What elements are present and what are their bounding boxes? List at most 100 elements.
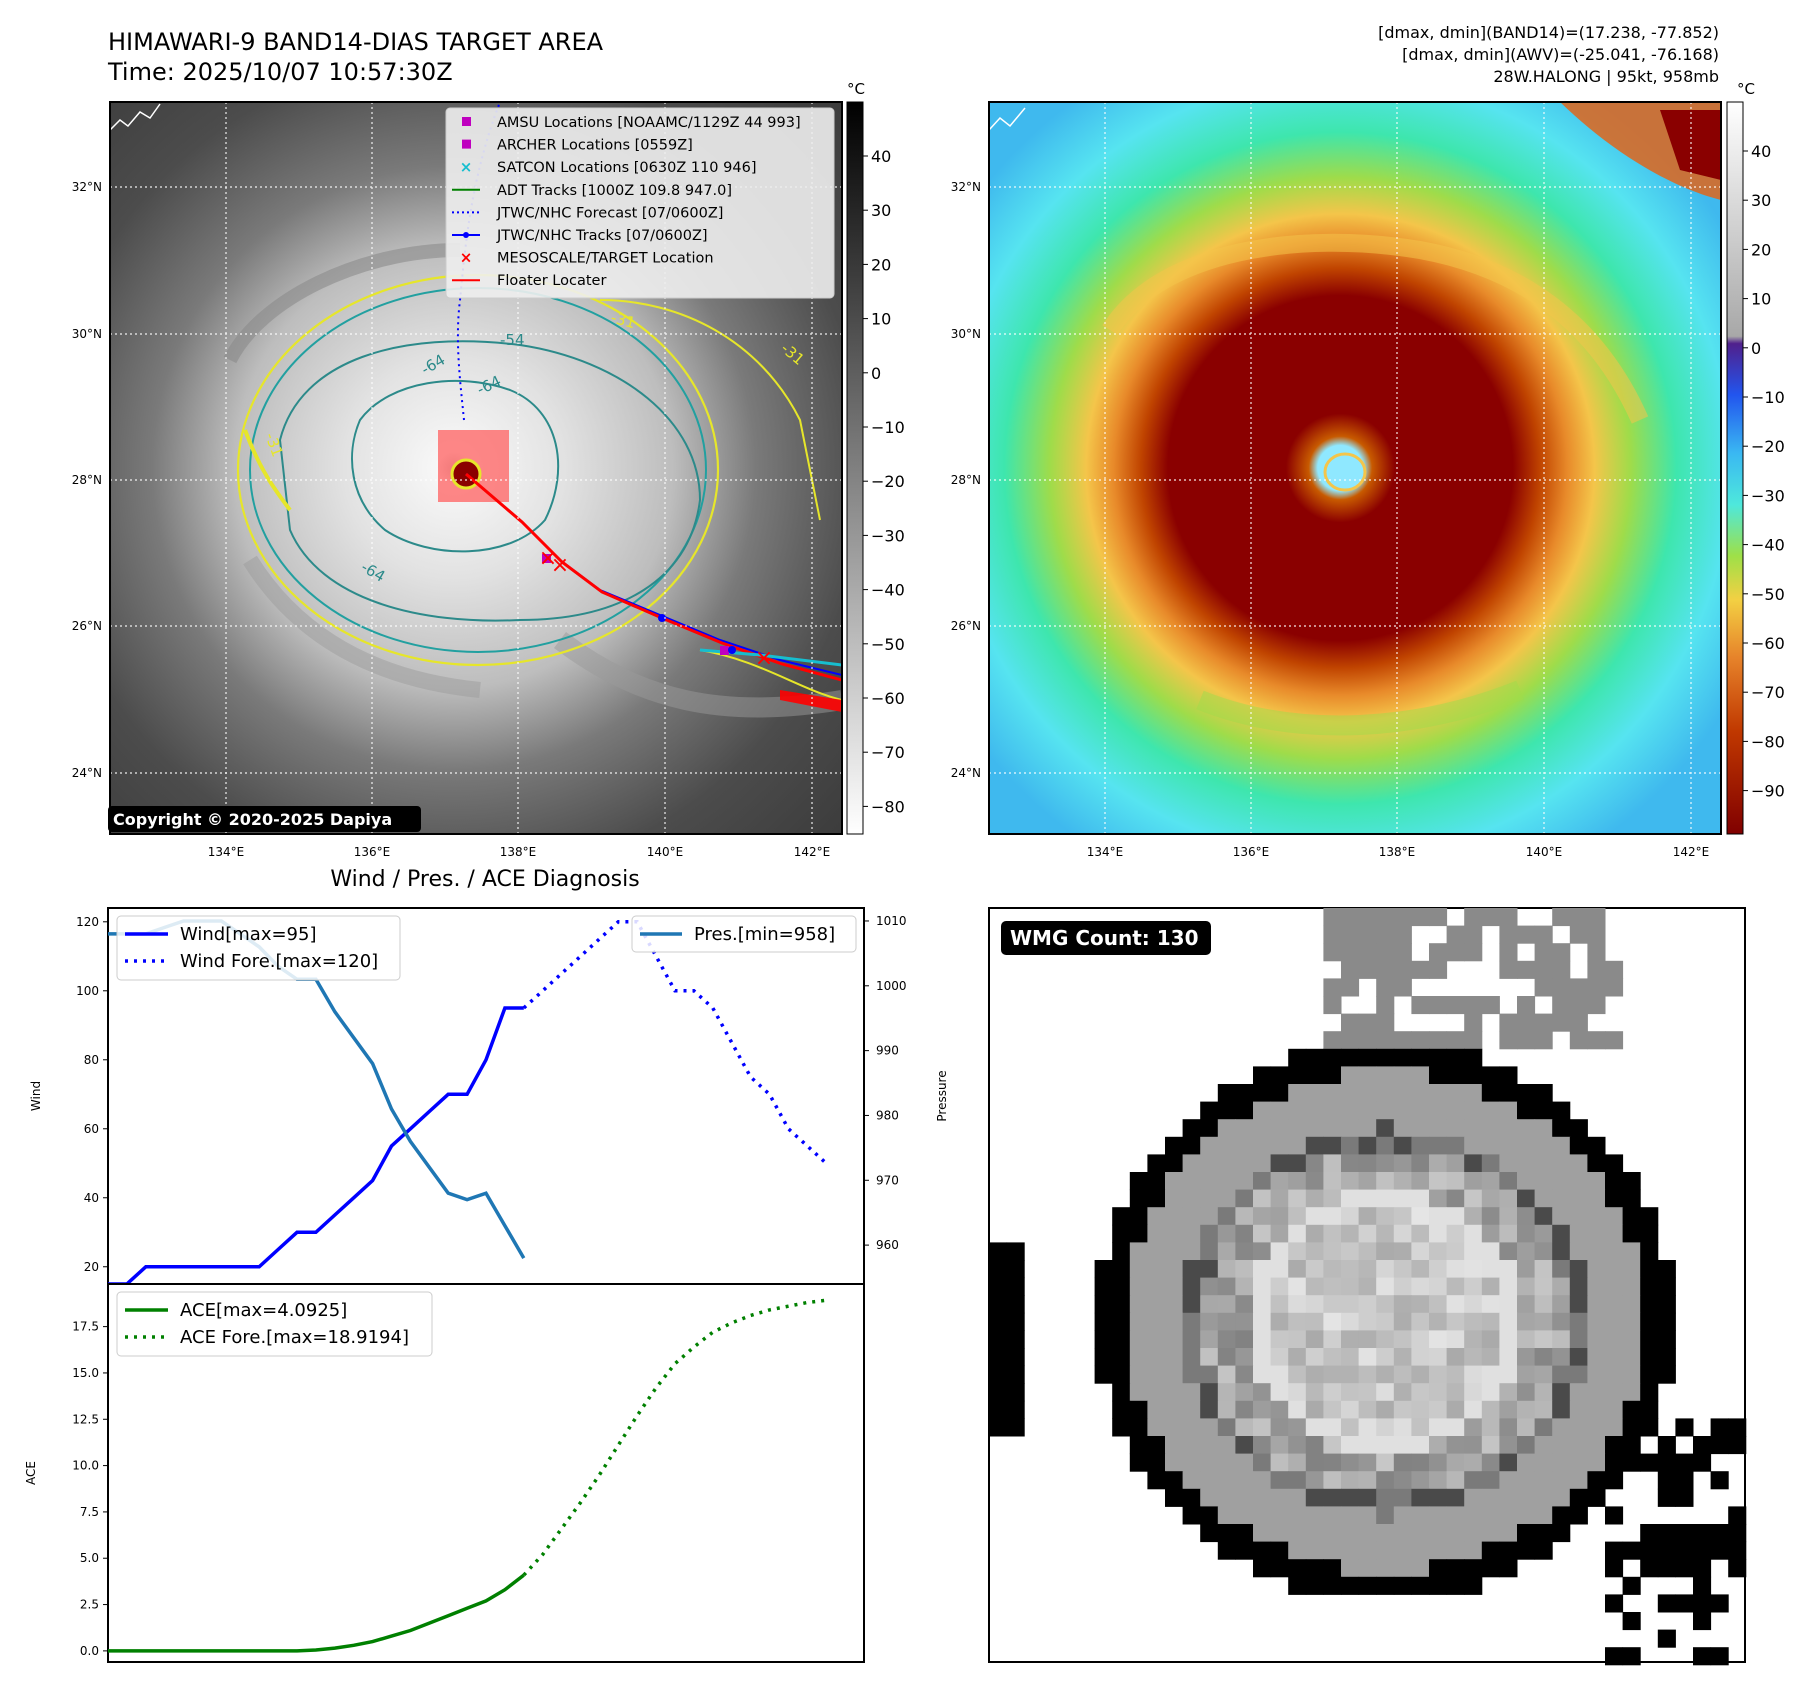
wmg-pixel	[1552, 1224, 1571, 1243]
series-line	[108, 1006, 524, 1286]
wmg-pixel	[1552, 1506, 1571, 1525]
wmg-pixel	[1499, 1471, 1518, 1490]
wmg-pixel	[1499, 1506, 1518, 1525]
wmg-pixel	[1323, 1048, 1342, 1067]
wmg-pixel	[1587, 1242, 1606, 1261]
wmg-pixel	[1587, 978, 1606, 997]
wmg-pixel	[1358, 1418, 1377, 1437]
wmg-pixel	[1358, 1330, 1377, 1349]
wmg-pixel	[1235, 1436, 1254, 1455]
wmg-pixel	[1147, 1189, 1166, 1208]
wmg-pixel	[1411, 1224, 1430, 1243]
wmg-pixel	[1411, 1400, 1430, 1419]
wmg-pixel	[1710, 1436, 1729, 1455]
wmg-pixel	[1376, 1559, 1395, 1578]
wmg-pixel	[1587, 1136, 1606, 1155]
wmg-pixel	[1217, 1295, 1236, 1314]
wmg-pixel	[1376, 960, 1395, 979]
wmg-pixel	[1094, 1365, 1113, 1384]
wmg-pixel	[1217, 1084, 1236, 1103]
wmg-pixel	[1200, 1418, 1219, 1437]
wmg-pixel	[1587, 1418, 1606, 1437]
wmg-pixel	[1094, 1312, 1113, 1331]
wmg-pixel	[1305, 1400, 1324, 1419]
lat-label: 30°N	[72, 327, 102, 341]
wmg-pixel	[1517, 1471, 1536, 1490]
wmg-pixel	[1499, 1488, 1518, 1507]
wmg-pixel	[1323, 1312, 1342, 1331]
wmg-pixel	[1341, 1453, 1360, 1472]
lon-label: 134°E	[1087, 845, 1124, 859]
wmg-pixel	[1481, 1101, 1500, 1120]
wmg-pixel	[1569, 1136, 1588, 1155]
wmg-pixel	[1376, 1488, 1395, 1507]
wmg-pixel	[1481, 996, 1500, 1015]
wmg-pixel	[1147, 1154, 1166, 1173]
wmg-pixel	[1112, 1242, 1131, 1261]
wmg-pixel	[1569, 1295, 1588, 1314]
wmg-pixel	[1288, 1312, 1307, 1331]
wmg-pixel	[1481, 1524, 1500, 1543]
wmg-pixel	[1270, 1242, 1289, 1261]
wmg-pixel	[1323, 908, 1342, 927]
wmg-pixel	[1534, 1400, 1553, 1419]
wmg-pixel	[1288, 1066, 1307, 1085]
wmg-pixel	[1323, 1224, 1342, 1243]
wmg-pixel	[1358, 1365, 1377, 1384]
wmg-pixel	[1429, 1330, 1448, 1349]
wmg-pixel	[1657, 1524, 1676, 1543]
wmg-pixel	[1411, 1418, 1430, 1437]
wmg-pixel	[1376, 1013, 1395, 1032]
wmg-pixel	[1481, 1119, 1500, 1138]
wmg-pixel	[1323, 943, 1342, 962]
lat-label: 24°N	[72, 766, 102, 780]
wmg-pixel	[1323, 1260, 1342, 1279]
wmg-pixel	[1323, 1154, 1342, 1173]
lon-label: 140°E	[647, 845, 684, 859]
diagnosis-title: Wind / Pres. / ACE Diagnosis	[330, 867, 639, 892]
wmg-pixel	[1270, 1400, 1289, 1419]
wmg-pixel	[1534, 1084, 1553, 1103]
color-colorbar-unit: °C	[1737, 80, 1755, 98]
wmg-pixel	[1270, 1559, 1289, 1578]
wmg-pixel	[1323, 978, 1342, 997]
wmg-pixel	[1253, 1365, 1272, 1384]
wmg-pixel	[1710, 1471, 1729, 1490]
wmg-pixel	[1411, 1084, 1430, 1103]
wmg-pixel	[1288, 1506, 1307, 1525]
wmg-pixel	[1253, 1295, 1272, 1314]
wmg-pixel	[1006, 1260, 1025, 1279]
wmg-pixel	[1288, 1541, 1307, 1560]
wmg-pixel	[1253, 1119, 1272, 1138]
wmg-pixel	[1253, 1436, 1272, 1455]
wmg-pixel	[1182, 1207, 1201, 1226]
wmg-pixel	[1235, 1277, 1254, 1296]
wmg-pixel	[1446, 1295, 1465, 1314]
wmg-pixel	[1605, 1559, 1624, 1578]
wmg-pixel	[1675, 1559, 1694, 1578]
wmg-pixel	[1534, 1330, 1553, 1349]
wmg-pixel	[1217, 1189, 1236, 1208]
wmg-pixel	[1499, 1383, 1518, 1402]
wmg-pixel	[1341, 908, 1360, 927]
wmg-pixel	[1640, 1348, 1659, 1367]
wmg-pixel	[1429, 1136, 1448, 1155]
wmg-pixel	[1393, 1295, 1412, 1314]
wmg-pixel	[1552, 1295, 1571, 1314]
wmg-pixel	[1341, 1312, 1360, 1331]
wmg-pixel	[1217, 1136, 1236, 1155]
legend-label: SATCON Locations [0630Z 110 946]	[497, 160, 756, 176]
wmg-pixel	[1411, 1207, 1430, 1226]
wmg-pixel	[1569, 978, 1588, 997]
wmg-pixel	[989, 1330, 1008, 1349]
wmg-pixel	[1253, 1224, 1272, 1243]
wmg-pixel	[1341, 1400, 1360, 1419]
wmg-pixel	[1323, 1242, 1342, 1261]
wmg-pixel	[1446, 1400, 1465, 1419]
wmg-pixel	[1129, 1207, 1148, 1226]
wmg-pixel	[1341, 1488, 1360, 1507]
wmg-pixel	[1569, 1277, 1588, 1296]
wmg-pixel	[1253, 1383, 1272, 1402]
wmg-pixel	[1182, 1119, 1201, 1138]
wmg-pixel	[1270, 1224, 1289, 1243]
